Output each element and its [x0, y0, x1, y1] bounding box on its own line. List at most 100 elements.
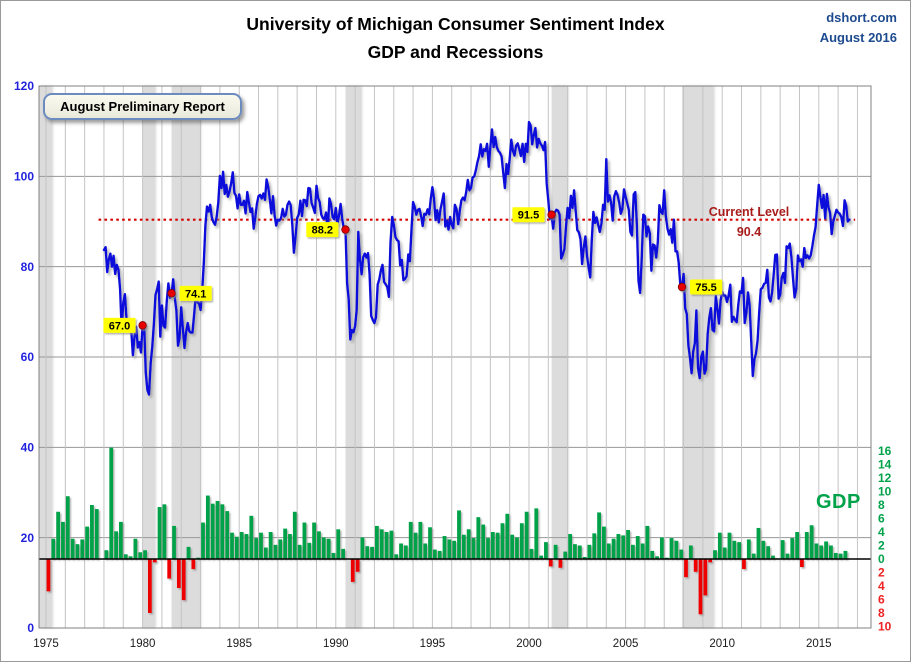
- gdp-bar: [80, 539, 85, 559]
- sentiment-line: [102, 120, 851, 396]
- left-axis-tick: 100: [14, 170, 34, 184]
- x-axis-tick: 1990: [323, 638, 349, 650]
- gdp-bar: [471, 538, 476, 559]
- gdp-bar: [143, 550, 147, 559]
- gdp-bar: [437, 550, 442, 559]
- right-axis-tick: 14: [878, 458, 892, 472]
- x-axis-tick: 1985: [226, 638, 252, 650]
- gdp-bar: [123, 554, 128, 559]
- gdp-bar: [577, 545, 582, 559]
- gdp-bar: [167, 559, 172, 579]
- gdp-bar: [220, 504, 225, 559]
- annotation-label: 74.1: [185, 288, 206, 300]
- gdp-series-label: GDP: [816, 491, 861, 513]
- gdp-bar: [181, 559, 186, 601]
- x-axis-tick: 2015: [806, 638, 832, 650]
- gdp-bar: [70, 538, 75, 559]
- gdp-bar: [61, 521, 65, 559]
- gdp-bar: [75, 544, 80, 559]
- gdp-bar: [191, 559, 196, 570]
- gdp-bar: [157, 507, 162, 559]
- gdp-bar: [659, 537, 664, 559]
- gdp-bar: [800, 559, 804, 568]
- gdp-bar: [336, 529, 341, 559]
- gdp-bar: [558, 559, 563, 568]
- gdp-bar: [669, 538, 674, 559]
- gdp-bar: [544, 542, 548, 559]
- gdp-bar: [519, 523, 524, 559]
- gdp-bar: [693, 559, 698, 572]
- gdp-bar: [46, 559, 51, 592]
- gdp-bar: [263, 547, 268, 559]
- gdp-bar: [317, 531, 321, 559]
- gdp-bar: [90, 505, 94, 559]
- gdp-bar: [529, 548, 534, 559]
- gdp-bar: [524, 511, 529, 559]
- gdp-bar: [717, 532, 722, 559]
- gdp-bar: [379, 529, 384, 559]
- gdp-bar: [814, 543, 819, 559]
- gdp-bar: [635, 536, 640, 559]
- gdp-bar: [210, 503, 215, 559]
- gdp-bar: [452, 540, 457, 559]
- annotation-label-bg: [103, 317, 136, 333]
- gdp-bar: [176, 559, 181, 589]
- right-axis-tick: 12: [878, 471, 892, 485]
- gdp-bar: [201, 522, 205, 559]
- chart-title-line2: GDP and Recessions: [367, 42, 544, 63]
- gdp-bar: [495, 532, 500, 559]
- gdp-bar: [727, 532, 732, 559]
- gdp-bar: [582, 556, 587, 559]
- gdp-bar: [370, 546, 374, 559]
- gdp-bar: [234, 536, 239, 559]
- left-axis-tick: 20: [21, 531, 35, 545]
- gdp-bar: [602, 526, 606, 559]
- gdp-bar: [684, 559, 688, 578]
- gdp-bar: [350, 559, 355, 582]
- annotation-label: 67.0: [109, 320, 130, 332]
- gdp-bar: [104, 550, 109, 559]
- chart-title-block: University of Michigan Consumer Sentimen…: [1, 10, 910, 67]
- gdp-bar: [611, 538, 616, 559]
- gdp-bar: [490, 532, 495, 559]
- gdp-bar: [147, 559, 152, 613]
- gdp-bar: [259, 532, 263, 559]
- gdp-bar: [331, 552, 336, 559]
- gdp-bar: [703, 559, 708, 596]
- source-attribution: dshort.com August 2016: [820, 8, 897, 48]
- left-axis-labels: 0 20 40 60 80 100 120: [14, 79, 34, 635]
- x-axis-tick: 1975: [33, 638, 59, 650]
- gdp-bar: [573, 544, 577, 559]
- gdp-bar: [500, 523, 505, 559]
- annotation-label: 91.5: [518, 210, 539, 222]
- gdp-bar: [365, 546, 370, 559]
- x-axis-tick: 2010: [709, 638, 735, 650]
- gdp-bar: [515, 537, 519, 559]
- right-axis-tick: 16: [878, 444, 892, 458]
- gdp-bar: [761, 540, 766, 559]
- gdp-bar: [737, 542, 742, 559]
- gdp-bar: [152, 559, 157, 563]
- gdp-bar: [384, 532, 389, 559]
- gdp-bar: [476, 517, 481, 559]
- gdp-bar: [708, 559, 713, 563]
- gdp-bar: [273, 544, 278, 559]
- gdp-bar: [297, 544, 302, 559]
- gdp-bar: [713, 550, 717, 559]
- gdp-bar: [548, 559, 553, 567]
- gdp-bar: [563, 551, 568, 559]
- gdp-bar: [268, 532, 273, 559]
- gdp-bar: [650, 550, 655, 559]
- gdp-bar: [481, 524, 486, 559]
- gdp-bar: [133, 538, 138, 559]
- annotations: 67.0 74.1 88.2 91.5 75.5: [103, 207, 723, 333]
- right-axis-tick: 4: [878, 579, 885, 593]
- gdp-bar: [466, 529, 471, 559]
- gdp-bar: [621, 535, 626, 559]
- annotation-dot: [167, 289, 176, 298]
- gdp-bar: [447, 539, 452, 559]
- annotation-label-bg: [306, 222, 339, 238]
- gdp-bar: [399, 543, 403, 559]
- gdp-bar: [505, 513, 510, 559]
